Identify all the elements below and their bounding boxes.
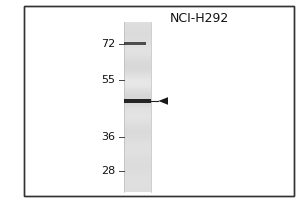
Bar (124, 190, 151, 192)
Bar (124, 37, 151, 39)
Bar (124, 26, 151, 28)
Bar (124, 62, 151, 64)
Bar (124, 118, 151, 120)
Bar (124, 124, 151, 126)
Bar (124, 33, 151, 35)
Text: 55: 55 (101, 75, 115, 85)
Bar (124, 135, 151, 137)
Bar (124, 164, 151, 166)
Bar (124, 28, 151, 31)
Bar (124, 92, 151, 94)
Bar (124, 22, 151, 192)
Bar (124, 39, 151, 41)
Text: 28: 28 (101, 166, 115, 176)
Polygon shape (158, 97, 168, 105)
Bar (124, 60, 151, 62)
Bar (124, 56, 151, 58)
Bar (124, 162, 151, 164)
Bar (124, 47, 151, 50)
Bar (124, 71, 151, 73)
Bar (124, 130, 151, 132)
Bar (124, 41, 151, 43)
Bar (124, 113, 151, 116)
Bar (124, 111, 151, 113)
Bar (124, 156, 151, 158)
Bar (124, 99, 151, 103)
Bar (124, 179, 151, 181)
Bar (124, 120, 151, 122)
Bar (124, 73, 151, 75)
Bar (124, 69, 151, 71)
Bar (124, 122, 151, 124)
Bar (124, 35, 151, 37)
Bar (124, 166, 151, 169)
Bar (124, 50, 151, 52)
Bar (124, 181, 151, 184)
Bar (124, 43, 151, 45)
Bar (124, 109, 151, 111)
Bar (124, 84, 151, 86)
Bar (124, 147, 151, 150)
Bar (124, 42, 146, 45)
Bar (124, 145, 151, 147)
Bar (124, 24, 151, 26)
Bar (124, 58, 151, 60)
Bar (124, 101, 151, 103)
Bar (124, 160, 151, 162)
Bar (124, 99, 151, 101)
Bar (124, 177, 151, 179)
Bar (124, 137, 151, 139)
Text: 72: 72 (101, 39, 115, 49)
Bar (124, 45, 151, 47)
Bar (124, 143, 151, 145)
Text: NCI-H292: NCI-H292 (170, 12, 229, 25)
Bar (124, 116, 151, 118)
Bar (124, 154, 151, 156)
Bar (124, 152, 151, 154)
Bar (124, 126, 151, 128)
Bar (124, 22, 151, 24)
Bar (124, 107, 151, 109)
Bar (124, 96, 151, 99)
Bar (124, 75, 151, 77)
Bar (124, 52, 151, 54)
Bar (124, 128, 151, 130)
Bar (124, 175, 151, 177)
Bar (124, 88, 151, 90)
Bar (124, 94, 151, 96)
Text: 36: 36 (101, 132, 115, 142)
Bar (124, 82, 151, 84)
Bar (124, 105, 151, 107)
Bar (124, 171, 151, 173)
Bar (124, 31, 151, 33)
Bar (124, 90, 151, 92)
Bar (124, 132, 151, 135)
Bar (124, 86, 151, 88)
Bar (124, 77, 151, 79)
Bar (124, 188, 151, 190)
Bar (124, 141, 151, 143)
Bar (124, 139, 151, 141)
Bar (124, 64, 151, 67)
Bar (124, 103, 151, 105)
Bar (124, 184, 151, 186)
Bar (124, 67, 151, 69)
Bar (124, 186, 151, 188)
Bar (124, 158, 151, 160)
Bar (124, 79, 151, 82)
Bar (124, 54, 151, 56)
Bar (124, 150, 151, 152)
Bar (124, 173, 151, 175)
Bar (124, 169, 151, 171)
